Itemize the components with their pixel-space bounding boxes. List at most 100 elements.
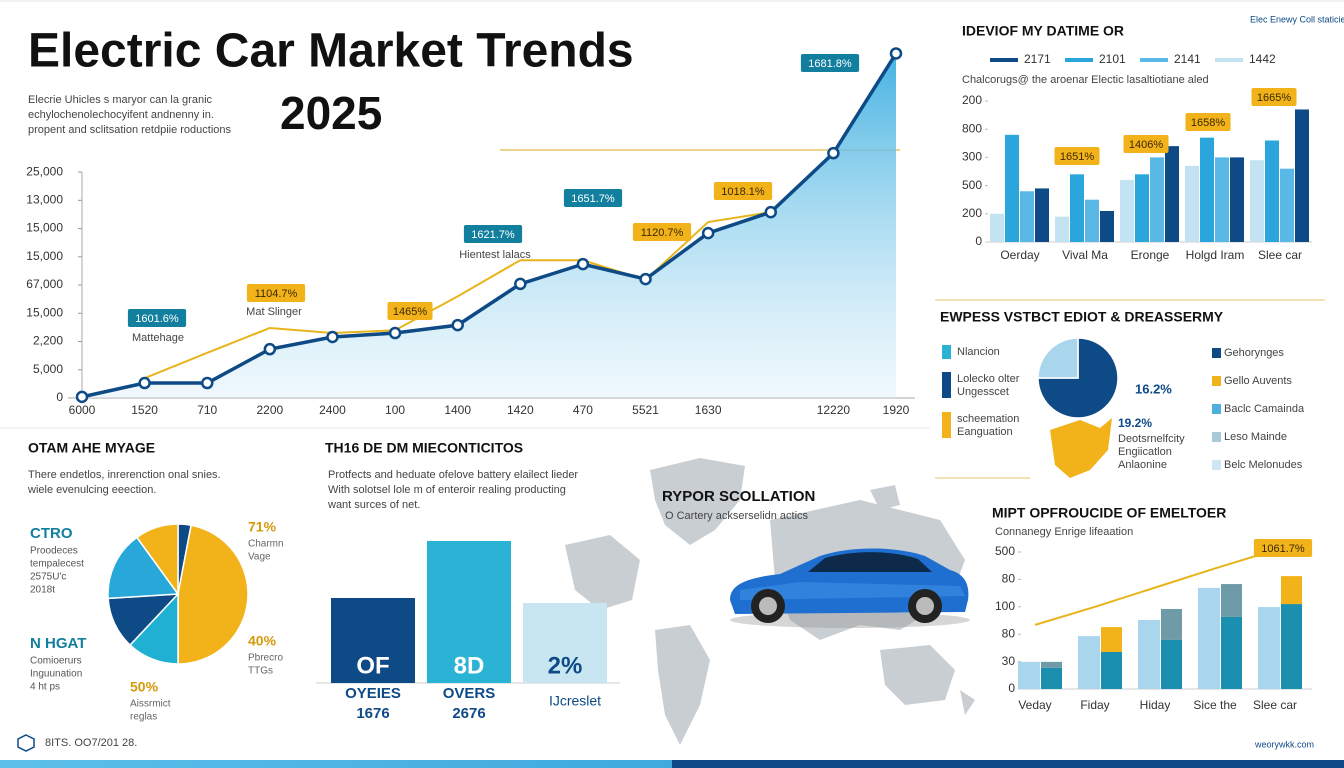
block-text: 4 ht ps	[30, 682, 60, 693]
y-tick-label: 0	[56, 390, 63, 404]
bar	[1020, 191, 1034, 242]
block-text: 2575U'c	[30, 572, 66, 583]
bar-caption: IJcreslet	[549, 693, 601, 709]
bar-caption: 2676	[452, 705, 485, 722]
x-tick-label: Slee car	[1253, 698, 1297, 712]
legend-swatch	[1140, 58, 1168, 62]
gold-callout: 1120.7%	[641, 227, 684, 239]
callout: 1651.7%	[571, 193, 615, 205]
bar	[1078, 636, 1100, 689]
pie-callout-text: Charmn	[248, 539, 284, 550]
footer-text: 8ITS. OO7/201 28.	[45, 737, 137, 749]
x-tick-label: Hiday	[1140, 698, 1171, 712]
gold-callout-box	[246, 284, 306, 302]
x-tick-label: 2400	[319, 403, 346, 417]
pie-callout-text: TTGs	[248, 666, 273, 677]
bar-caption: OYEIES	[345, 685, 401, 702]
data-point	[451, 318, 464, 332]
annotation: Mattehage	[132, 332, 184, 344]
bar	[1100, 210, 1114, 242]
chart-text: want surces of net.	[327, 499, 420, 511]
gold-callout: 1104.7%	[255, 288, 298, 300]
region-icon	[1050, 418, 1112, 478]
stacked-bar-segment	[1101, 627, 1122, 653]
legend-label: 2141	[1174, 52, 1201, 66]
data-point	[576, 257, 590, 271]
y-tick-label: 15,000	[26, 221, 63, 235]
callout-box	[800, 54, 860, 72]
bar	[1265, 140, 1279, 242]
chart-title: MIPT OPFROUCIDE OF EMELTOER	[992, 505, 1226, 521]
bar	[1198, 587, 1220, 689]
pie-callout: 40%	[248, 633, 277, 649]
y-tick-label: 200	[962, 206, 982, 220]
block-text: Inguunation	[30, 669, 82, 680]
bar	[1200, 137, 1214, 242]
car-illustration	[730, 548, 970, 628]
y-tick-label: 300	[962, 150, 982, 164]
data-point	[639, 272, 652, 286]
bar	[1150, 157, 1164, 242]
gold-callout: 1651%	[1060, 151, 1094, 163]
y-tick-label: 15,000	[26, 305, 63, 319]
legend-label: 2101	[1099, 52, 1126, 66]
y-tick-label: 0	[975, 234, 982, 248]
data-point	[263, 342, 277, 356]
x-tick-label: 470	[573, 403, 593, 417]
bar	[1165, 146, 1179, 242]
y-tick-label: 100	[995, 599, 1015, 613]
bar-label: 8D	[454, 652, 485, 679]
map-title: RYPOR SCOLLATION	[662, 488, 815, 505]
block-text: Comioerurs	[30, 656, 82, 667]
gold-callout-box	[713, 182, 773, 200]
bar	[427, 541, 511, 683]
bar	[1055, 216, 1069, 242]
pie-slice	[135, 523, 179, 597]
x-tick-label: 1520	[131, 403, 158, 417]
bar-label: 2%	[548, 652, 583, 679]
y-tick-label: 80	[1002, 626, 1016, 640]
bar	[1135, 174, 1149, 242]
page-year: 2025	[280, 87, 382, 139]
stacked-bar-segment	[1281, 576, 1302, 605]
bar	[1258, 607, 1280, 689]
x-tick-label: 2200	[256, 403, 283, 417]
trend-line	[1034, 549, 1276, 626]
bar-caption: 1676	[356, 705, 389, 722]
footer-link: weorywkk.com	[1254, 739, 1314, 749]
footer-icon	[17, 734, 35, 752]
y-tick-label: 25,000	[26, 164, 63, 178]
legend-swatch	[1215, 58, 1243, 62]
gold-callout-box	[1185, 113, 1231, 131]
page-title: Electric Car Market Trends	[28, 25, 634, 78]
x-tick-label: 1630	[695, 403, 722, 417]
data-point	[138, 376, 151, 390]
data-point	[764, 205, 778, 219]
x-tick-label: 100	[385, 403, 405, 417]
stacked-bar-segment	[1161, 608, 1182, 640]
pie-callout-text: Aissrmict	[130, 699, 171, 710]
callout-box	[563, 189, 623, 207]
legend-swatch	[990, 58, 1018, 62]
callout: 1601.6%	[135, 313, 179, 325]
x-tick-label: 710	[197, 403, 217, 417]
bar	[331, 598, 415, 683]
x-tick-label: 1400	[444, 403, 471, 417]
intro-text: Elecrie Uhicles s maryor can la granic	[28, 94, 213, 106]
pie-callout: 71%	[248, 519, 277, 535]
stacked-bar-segment	[1221, 584, 1242, 617]
pie-callout-text: Pbrecro	[248, 653, 283, 664]
annotation: Mat Slinger	[246, 306, 302, 318]
chart-text: wiele evenulcing eeection.	[27, 484, 156, 496]
y-tick-label: 2,200	[33, 334, 63, 348]
intro-text: propent and sclitsation retdpiie roducti…	[28, 124, 232, 136]
pie-label: 16.2%	[1135, 381, 1172, 396]
legend-label: 1442	[1249, 52, 1276, 66]
gold-callout: 1665%	[1257, 92, 1291, 104]
gold-callout-box	[387, 302, 433, 320]
x-tick-label: Slee car	[1258, 248, 1302, 262]
stacked-bar-segment	[1041, 661, 1062, 668]
y-tick-label: 13,000	[26, 192, 63, 206]
gold-callout-box	[1123, 135, 1169, 153]
legend-label: Gehorynges	[1224, 347, 1284, 359]
